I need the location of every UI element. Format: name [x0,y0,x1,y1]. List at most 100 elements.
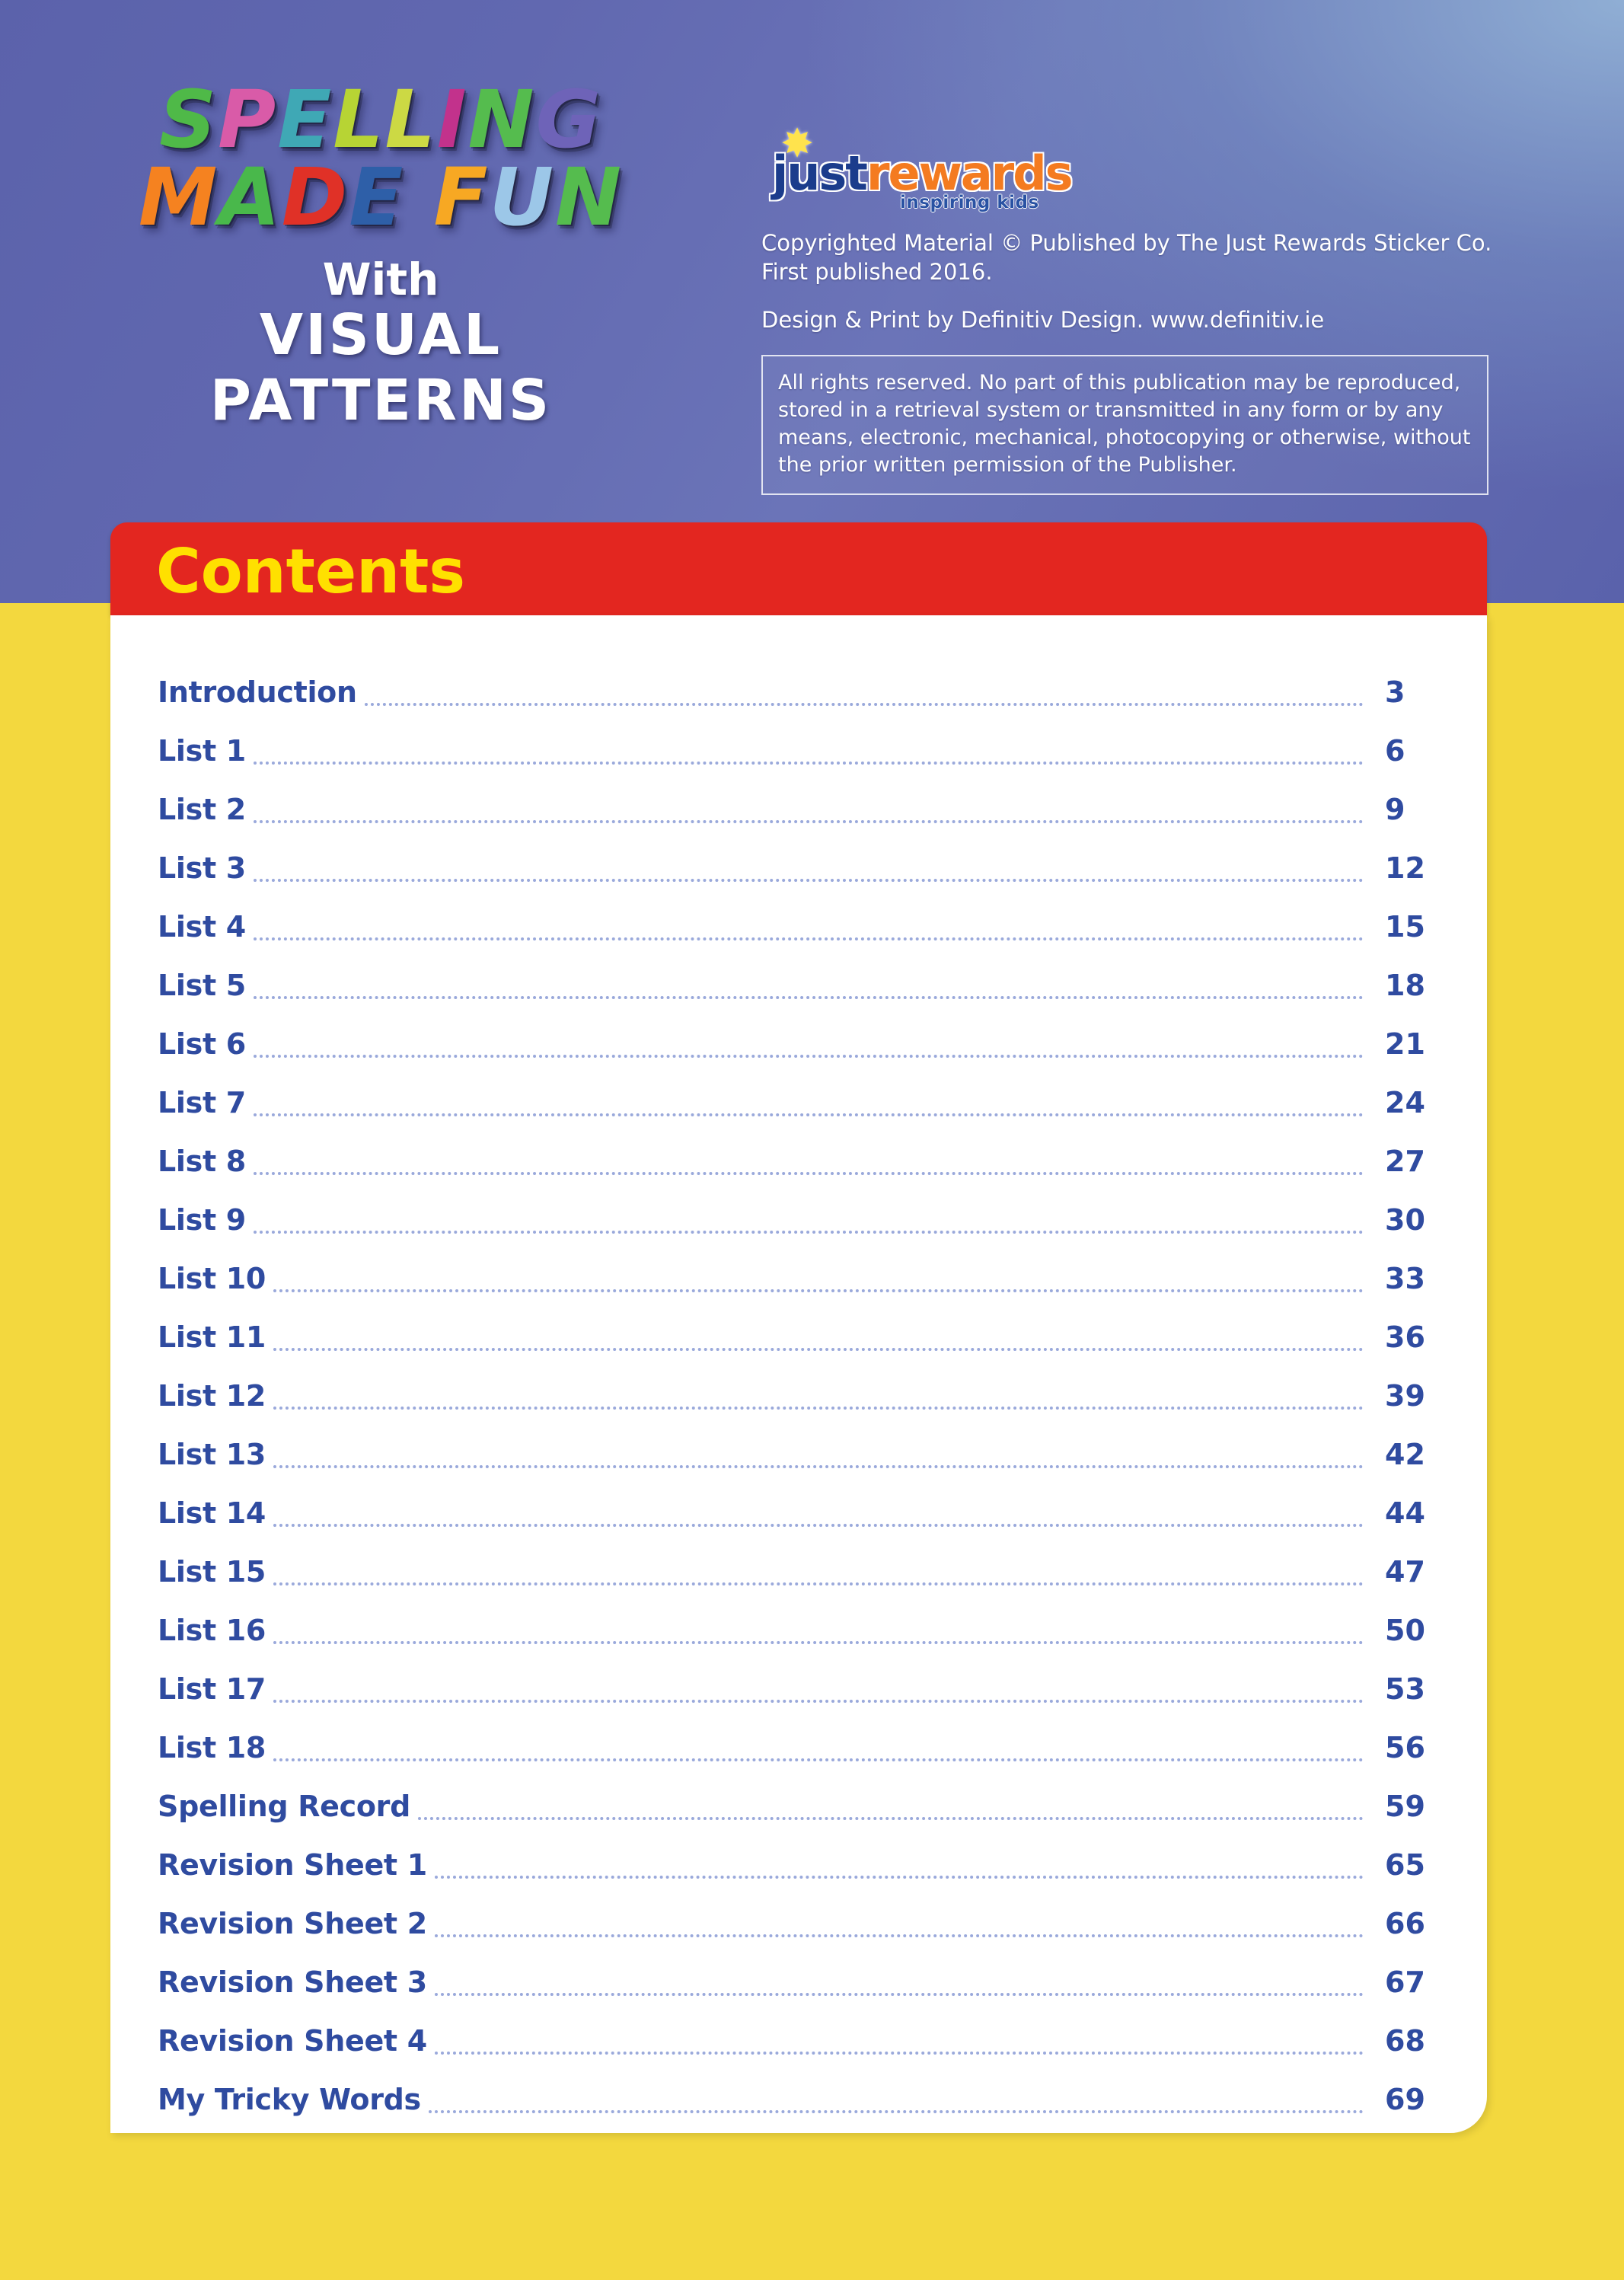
rights-reserved-box: All rights reserved. No part of this pub… [761,355,1488,495]
toc-leader-dots [253,1041,1364,1058]
toc-entry-page-number: 50 [1385,1614,1425,1647]
rights-reserved-text: All rights reserved. No part of this pub… [778,371,1471,477]
toc-entry[interactable]: List 13 42 [158,1417,1441,1476]
toc-entry-label: Introduction [158,675,357,709]
toc-entry-page-number: 18 [1385,969,1425,1002]
toc-leader-dots [428,2096,1364,2113]
toc-entry-page-number: 12 [1385,851,1425,885]
copyright-line-2: First published 2016. [761,258,993,285]
toc-entry-page-number: 9 [1385,793,1405,826]
toc-leader-dots [273,1569,1364,1585]
toc-entry-page-number: 59 [1385,1790,1425,1823]
toc-entry[interactable]: List 8 27 [158,1124,1441,1183]
toc-entry-page-number: 24 [1385,1086,1425,1119]
toc-leader-dots [253,748,1364,765]
title-line-2: MADE FUN [91,150,670,244]
toc-entry-page-number: 65 [1385,1848,1425,1882]
title-letter: N [467,73,536,166]
toc-entry[interactable]: List 5 18 [158,948,1441,1007]
toc-entry[interactable]: List 10 33 [158,1241,1441,1300]
toc-entry-page-number: 68 [1385,2024,1425,2058]
toc-entry-label: List 1 [158,734,246,768]
toc-leader-dots [253,1100,1364,1116]
toc-entry-page-number: 6 [1385,734,1405,768]
just-rewards-logo: ✸ justrewards inspiring kids [761,122,1081,225]
toc-entry-label: List 12 [158,1379,266,1413]
title-letter: L [333,73,385,166]
toc-entry[interactable]: Introduction 3 [158,655,1441,714]
toc-leader-dots [434,2038,1364,2055]
toc-entry-label: List 3 [158,851,246,885]
toc-entry[interactable]: List 17 53 [158,1652,1441,1710]
toc-entry[interactable]: Spelling Record 59 [158,1769,1441,1828]
toc-leader-dots [273,1334,1364,1351]
toc-entry-page-number: 15 [1385,910,1425,944]
title-letter: F [433,150,490,244]
toc-entry[interactable]: List 3 12 [158,831,1441,889]
toc-entry[interactable]: List 14 44 [158,1476,1441,1534]
sun-icon: ✸ [780,122,814,166]
toc-leader-dots [434,1862,1364,1879]
toc-entry-label: Revision Sheet 4 [158,2024,427,2058]
toc-entry-page-number: 39 [1385,1379,1425,1413]
contents-header-bar: Contents [110,522,1487,615]
toc-entry[interactable]: List 11 36 [158,1300,1441,1359]
toc-entry[interactable]: List 1 6 [158,714,1441,772]
toc-entry-page-number: 66 [1385,1907,1425,1940]
toc-entry-label: Revision Sheet 1 [158,1848,427,1882]
toc-entry[interactable]: My Spelling Record73 [158,2121,1441,2133]
toc-entry[interactable]: List 7 24 [158,1065,1441,1124]
toc-leader-dots [273,1510,1364,1527]
title-line-1: SPELLING [91,73,670,166]
title-letter: M [138,150,219,244]
title-letter: S [159,73,218,166]
toc-entry[interactable]: My Tricky Words 69 [158,2062,1441,2121]
toc-leader-dots [253,806,1364,823]
title-letter: U [489,150,556,244]
toc-entry-label: List 16 [158,1614,266,1647]
toc-entry-label: List 4 [158,910,246,944]
toc-entry[interactable]: List 15 47 [158,1534,1441,1593]
toc-entry-page-number: 36 [1385,1320,1425,1354]
toc-leader-dots [273,1393,1364,1410]
toc-entry[interactable]: Revision Sheet 3 67 [158,1945,1441,2004]
toc-entry-label: List 9 [158,1203,246,1237]
toc-leader-dots [273,1627,1364,1644]
toc-entry-label: List 10 [158,1262,266,1295]
toc-leader-dots [253,1217,1364,1234]
copyright-line-1: Copyrighted Material © Published by The … [761,230,1492,256]
title-letter: E [277,73,333,166]
toc-entry-label: List 17 [158,1672,266,1706]
toc-entry-page-number: 21 [1385,1027,1425,1061]
header-band [0,0,1624,603]
title-letter: G [535,73,602,166]
toc-entry[interactable]: List 4 15 [158,889,1441,948]
toc-entry[interactable]: List 18 56 [158,1710,1441,1769]
brand-wordmark: justrewards [772,145,1074,201]
toc-entry-label: List 15 [158,1555,266,1589]
toc-entry[interactable]: List 6 21 [158,1007,1441,1065]
subtitle-visual-patterns: VISUAL PATTERNS [209,302,552,434]
toc-entry-page-number: 47 [1385,1555,1425,1589]
toc-entry-label: List 5 [158,969,246,1002]
toc-leader-dots [253,982,1364,999]
title-letter: N [555,150,624,244]
title-letter: A [219,150,282,244]
toc-entry[interactable]: List 2 9 [158,772,1441,831]
toc-leader-dots [253,924,1364,940]
toc-entry-label: Revision Sheet 3 [158,1965,427,1999]
toc-entry-label: List 11 [158,1320,266,1354]
toc-entry[interactable]: Revision Sheet 2 66 [158,1886,1441,1945]
toc-entry[interactable]: List 9 30 [158,1183,1441,1241]
toc-entry-page-number: 44 [1385,1496,1425,1530]
toc-entry[interactable]: Revision Sheet 1 65 [158,1828,1441,1886]
toc-entry[interactable]: List 12 39 [158,1359,1441,1417]
toc-entry-page-number: 30 [1385,1203,1425,1237]
toc-entry[interactable]: List 16 50 [158,1593,1441,1652]
toc-entry-page-number: 67 [1385,1965,1425,1999]
toc-leader-dots [273,1745,1364,1761]
toc-entry-page-number: 33 [1385,1262,1425,1295]
toc-entry-label: My Tricky Words [158,2083,421,2116]
toc-entry[interactable]: Revision Sheet 4 68 [158,2004,1441,2062]
